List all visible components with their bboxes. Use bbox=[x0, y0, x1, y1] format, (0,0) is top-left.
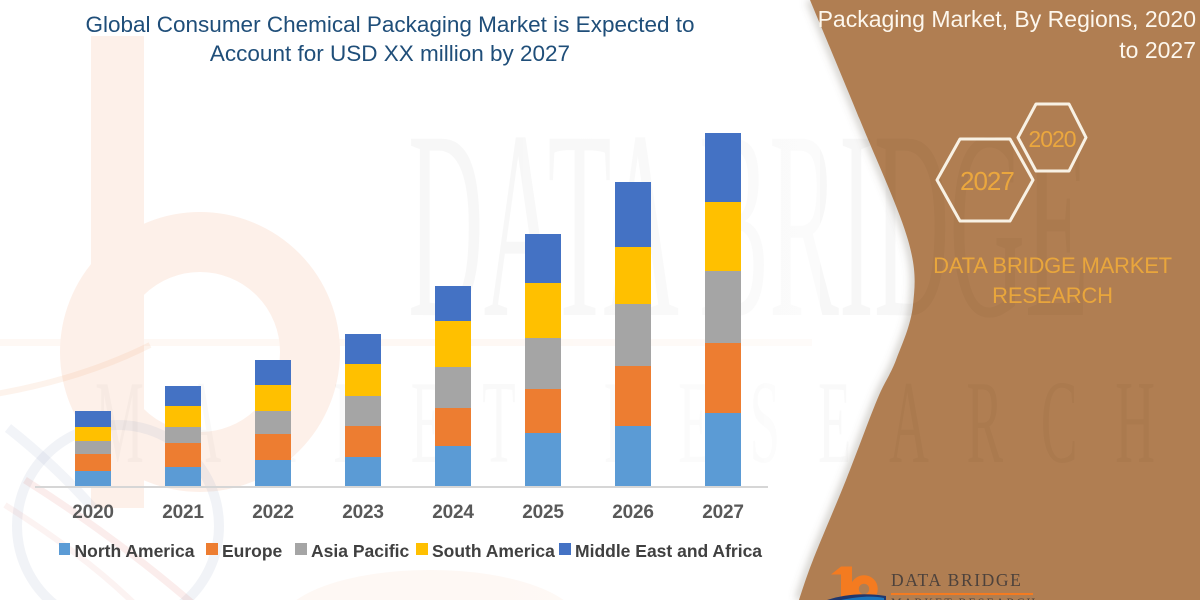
svg-text:DATA BRIDGE: DATA BRIDGE bbox=[408, 76, 1089, 374]
svg-text:MARKET RESEARCH: MARKET RESEARCH bbox=[95, 357, 1155, 488]
